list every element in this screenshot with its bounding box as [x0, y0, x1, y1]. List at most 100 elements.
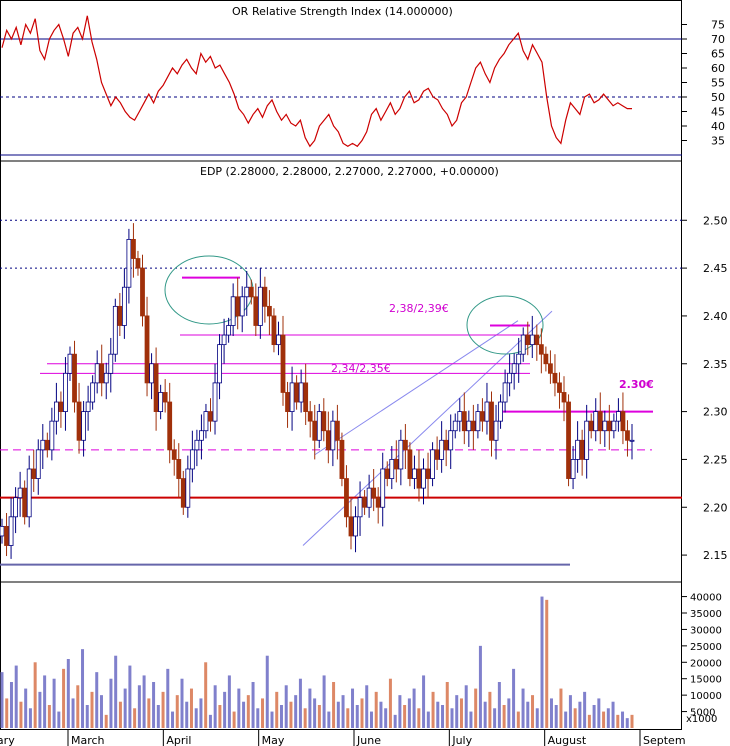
candle-body — [316, 411, 322, 441]
candle-body — [126, 238, 132, 288]
volume-bar — [488, 691, 492, 728]
candle-body — [475, 411, 481, 432]
volume-bar — [507, 698, 511, 728]
volume-bar — [436, 701, 440, 728]
candle-body — [398, 439, 404, 470]
channel-upper-line — [314, 320, 519, 456]
volume-bar — [256, 708, 260, 728]
candle-body — [588, 420, 594, 432]
volume-bar — [76, 685, 80, 728]
volume-bar — [142, 675, 146, 728]
candle-body — [525, 334, 531, 346]
volume-bar — [393, 714, 397, 728]
volume-bar — [171, 711, 175, 728]
volume-bar — [81, 649, 85, 728]
candle-body — [117, 305, 123, 326]
volume-bar — [223, 691, 227, 728]
candle-body — [149, 363, 154, 384]
candle-body — [325, 430, 331, 451]
volume-bar — [19, 701, 23, 728]
volume-bar — [298, 678, 302, 728]
volume-bar — [218, 705, 222, 728]
volume-bar — [308, 688, 312, 728]
volume-bar — [459, 698, 463, 728]
candle-body — [280, 334, 286, 393]
candle-body — [140, 267, 145, 317]
volume-bar — [502, 705, 506, 728]
candle-body — [584, 420, 590, 460]
volume-bar — [208, 714, 212, 728]
x-tick-label: August — [548, 734, 587, 746]
rsi-overlay-text: OR — [232, 5, 249, 18]
volume-tick-label: 35000 — [690, 609, 722, 620]
candle-body — [470, 420, 476, 432]
volume-bar — [0, 672, 4, 728]
volume-bar — [455, 695, 459, 728]
rsi-tick-label: 65 — [711, 48, 725, 61]
volume-bar — [559, 688, 563, 728]
candle-body — [366, 487, 372, 508]
volume-bar — [43, 675, 47, 728]
volume-bar — [592, 705, 596, 728]
volume-bar — [441, 705, 445, 728]
candle-body — [575, 439, 581, 460]
volume-bar — [265, 655, 269, 728]
candle-body — [353, 516, 358, 537]
volume-tick-label: 30000 — [690, 625, 722, 636]
candle-body — [135, 258, 141, 269]
volume-bar — [237, 688, 241, 728]
volume-bar — [474, 688, 478, 728]
volume-bar — [630, 714, 634, 728]
candle-body — [389, 459, 395, 479]
x-tick-label: April — [166, 734, 191, 746]
candle-body — [199, 430, 204, 441]
volume-bar — [123, 688, 127, 728]
rsi-tick-label: 35 — [711, 135, 725, 148]
candle-body — [44, 439, 50, 451]
volume-bar — [242, 701, 246, 728]
candle-body — [158, 392, 164, 412]
candle-body — [348, 516, 354, 537]
annotation-support-234: 2,34/2,35€ — [331, 362, 391, 375]
volume-bar — [379, 701, 383, 728]
price-tick-label: 2.20 — [703, 501, 728, 514]
volume-bar — [365, 685, 369, 728]
candle-body — [498, 401, 503, 422]
volume-bar — [284, 685, 288, 728]
volume-bar — [194, 708, 198, 728]
candle-body — [593, 411, 599, 432]
price-tick-label: 2.50 — [703, 214, 728, 227]
channel-lower-line — [302, 310, 553, 546]
candle-body — [294, 382, 300, 403]
volume-bar — [464, 685, 468, 728]
rsi-tick-label: 40 — [711, 120, 725, 133]
volume-tick-label: 5000 — [690, 708, 715, 719]
candle-body — [244, 286, 250, 298]
candle-body — [448, 430, 454, 451]
volume-bar — [161, 691, 165, 728]
candle-body — [507, 372, 513, 384]
volume-bar — [602, 711, 606, 728]
candle-body — [72, 353, 77, 403]
volume-bar — [336, 701, 340, 728]
volume-bar — [322, 675, 326, 728]
candle-body — [552, 372, 558, 384]
candle-body — [171, 449, 177, 460]
volume-tick-label: 10000 — [690, 691, 722, 702]
price-tick-label: 2.40 — [703, 310, 728, 323]
price-tick-label: 2.35 — [703, 358, 728, 371]
volume-bar — [573, 708, 577, 728]
volume-bar — [412, 688, 416, 728]
rsi-tick-label: 45 — [711, 106, 725, 119]
candle-body — [516, 353, 522, 365]
volume-bar — [374, 691, 378, 728]
x-tick-label: July — [451, 734, 472, 746]
candle-body — [185, 468, 191, 508]
annotation-resistance-238: 2,38/2,39€ — [389, 302, 449, 315]
volume-bar — [279, 705, 283, 728]
candle-body — [425, 468, 431, 479]
volume-bar — [71, 698, 75, 728]
candle-body — [557, 382, 562, 393]
volume-tick-label: 40000 — [690, 593, 722, 604]
